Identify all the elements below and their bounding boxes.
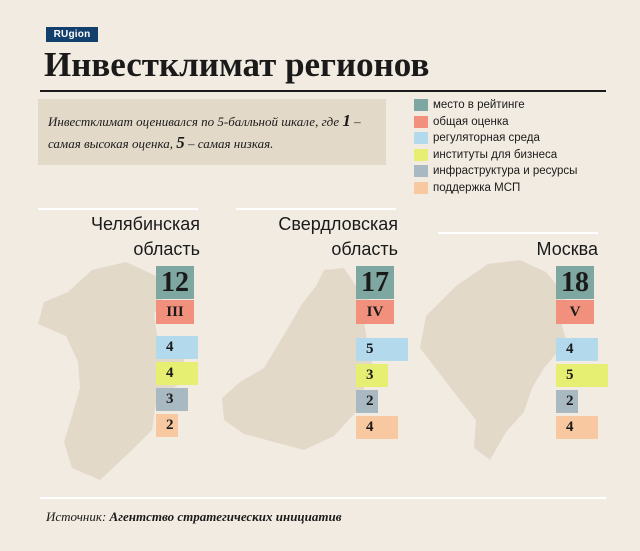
bar-value: 2 <box>366 393 374 409</box>
rugion-logo: RUgion <box>46 27 98 42</box>
bar-institutions: 4 <box>156 362 198 385</box>
bar-msp: 4 <box>356 416 398 439</box>
source-label: Источник: <box>46 509 107 524</box>
legend-swatch <box>414 99 428 111</box>
bar-value: 3 <box>366 367 374 383</box>
source-name: Агентство стратегических инициатив <box>109 509 342 524</box>
legend-label: институты для бизнеса <box>433 148 558 161</box>
methodology-note: Инвестклимат оценивался по 5-балльной шк… <box>38 99 386 165</box>
bar-value: 5 <box>566 367 574 383</box>
page-title: Инвестклимат регионов <box>44 45 430 84</box>
region-name-line: область <box>133 239 200 259</box>
grade-badge: IV <box>356 300 394 324</box>
legend-label: место в рейтинге <box>433 99 525 111</box>
bar-value: 2 <box>566 393 574 409</box>
legend-label: регуляторная среда <box>433 132 540 145</box>
title-divider <box>40 90 606 92</box>
bar-institutions: 3 <box>356 364 388 387</box>
bar-value: 2 <box>166 417 174 433</box>
moscow-region-map <box>420 260 566 460</box>
rank-badge: 17 <box>356 266 394 299</box>
bottom-divider <box>40 497 606 499</box>
legend-swatch <box>414 181 428 194</box>
region-divider <box>438 232 598 234</box>
rank-badge: 18 <box>556 266 594 299</box>
legend-label: инфраструктура и ресурсы <box>433 165 578 178</box>
legend-swatch <box>414 165 428 178</box>
bar-infrastructure: 2 <box>556 390 578 413</box>
bar-regulatory: 4 <box>156 336 198 359</box>
legend-label: поддержка МСП <box>433 181 521 194</box>
chelyabinsk-region-map <box>38 262 184 480</box>
sverdlovsk-region-map <box>222 268 374 450</box>
bar-value: 5 <box>366 341 374 357</box>
bar-infrastructure: 3 <box>156 388 188 411</box>
bar-regulatory: 4 <box>556 338 598 361</box>
source-line: Источник: Агентство стратегических иници… <box>46 508 342 526</box>
region-name-line: область <box>331 239 398 259</box>
bar-value: 4 <box>166 365 174 381</box>
bar-value: 3 <box>166 391 174 407</box>
bar-regulatory: 5 <box>356 338 408 361</box>
region-name-line: Челябинская <box>91 214 200 234</box>
region-name: Челябинская область <box>91 212 200 262</box>
grade-badge: V <box>556 300 594 324</box>
region-divider <box>38 208 198 210</box>
bar-infrastructure: 2 <box>356 390 378 413</box>
bar-value: 4 <box>566 341 574 357</box>
bar-msp: 4 <box>556 416 598 439</box>
grade-badge: III <box>156 300 194 324</box>
bar-value: 4 <box>566 419 574 435</box>
bar-institutions: 5 <box>556 364 608 387</box>
region-name-line: Свердловская <box>278 214 398 234</box>
legend-swatch <box>414 132 428 145</box>
region-name: Свердловская область <box>278 212 398 262</box>
legend-label: общая оценка <box>433 115 509 128</box>
region-name-line <box>537 212 598 237</box>
legend-swatch <box>414 148 428 161</box>
bar-value: 4 <box>166 339 174 355</box>
bar-value: 4 <box>366 419 374 435</box>
methodology-text: Инвестклимат оценивался по 5-балльной шк… <box>48 111 361 152</box>
legend-swatch <box>414 115 428 128</box>
region-divider <box>236 208 396 210</box>
region-name: Москва <box>537 212 598 262</box>
rank-badge: 12 <box>156 266 194 299</box>
bar-msp: 2 <box>156 414 178 437</box>
region-name-line: Москва <box>536 239 598 259</box>
